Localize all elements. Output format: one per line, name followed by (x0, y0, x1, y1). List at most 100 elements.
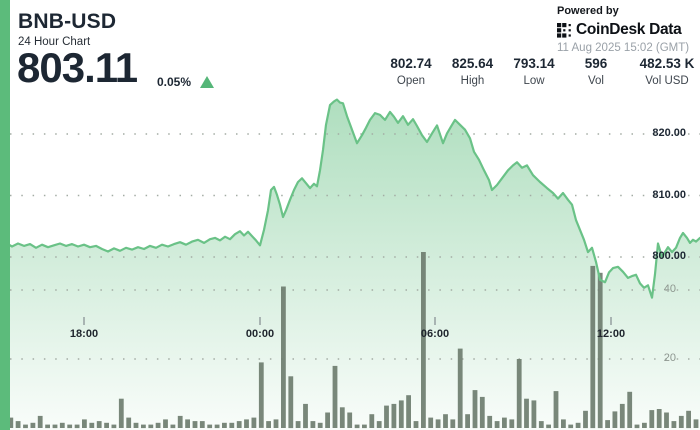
volume-bar (236, 421, 242, 428)
price-change-percent: 0.05% (157, 75, 192, 89)
chart-subtitle: 24 Hour Chart (18, 36, 91, 48)
volume-bar (266, 421, 271, 428)
symbol-title: BNB-USD (18, 10, 117, 33)
volume-bar (568, 424, 574, 429)
volume-bar (281, 286, 286, 428)
volume-bar (575, 422, 581, 428)
volume-bar (332, 365, 338, 428)
stat-vol-usd-label: Vol USD (645, 75, 689, 87)
coindesk-data-wordmark: CoinDesk Data (576, 21, 682, 38)
volume-bar (214, 424, 220, 429)
chart-timestamp: 11 Aug 2025 15:02 (GMT) (557, 42, 690, 54)
volume-bar (118, 398, 124, 428)
volume-bar (516, 359, 522, 428)
volume-bar (251, 417, 257, 428)
volume-bar (52, 424, 58, 429)
volume-bar (244, 419, 249, 428)
volume-bar (538, 421, 544, 428)
volume-bar (693, 419, 699, 428)
volume-bar (531, 400, 537, 428)
volume-bar (185, 419, 190, 428)
volume-bar (126, 417, 132, 428)
volume-bar (479, 396, 485, 428)
volume-bar (553, 391, 559, 428)
volume-bar (141, 424, 146, 429)
volume-bar (487, 415, 493, 428)
volume-bar (494, 421, 500, 428)
volume-bar (111, 424, 117, 429)
stat-open: 802.74 Open (380, 56, 442, 87)
volume-bar (23, 424, 28, 429)
volume-bar (177, 415, 183, 428)
volume-bar (502, 417, 507, 428)
volume-bar (546, 424, 551, 429)
volume-bar (649, 410, 655, 428)
volume-bar (199, 421, 205, 428)
powered-by-block: Powered by CoinDesk Data 11 Aug 2025 15:… (557, 5, 697, 54)
current-price: 803.11 (17, 44, 138, 91)
price-line (0, 98, 700, 299)
volume-bar (384, 405, 389, 428)
volume-bar (163, 419, 168, 428)
volume-bar (465, 414, 470, 428)
price-area-fill (0, 99, 700, 430)
volume-bar (583, 410, 588, 429)
volume-bar (347, 412, 353, 428)
volume-bar (619, 403, 625, 429)
volume-bar (413, 421, 419, 428)
volume-bar (590, 265, 596, 429)
volume-bar (664, 412, 669, 428)
stat-high: 825.64 High (442, 56, 503, 87)
volume-bar (561, 419, 566, 428)
stat-vol-label: Vol (588, 75, 604, 87)
stat-low-label: Low (523, 75, 545, 87)
volume-bar (686, 410, 691, 429)
volume-bar (362, 424, 367, 429)
powered-by-text: Powered by (557, 5, 619, 17)
volume-bar (509, 419, 515, 428)
volume-bar (634, 424, 640, 429)
volume-bar (74, 424, 80, 429)
volume-bar (229, 422, 235, 428)
volume-bar (435, 419, 441, 428)
volume-bar (443, 414, 448, 428)
stat-vol: 596 Vol (565, 56, 627, 87)
volume-bar (222, 422, 227, 428)
volume-bar (678, 415, 684, 428)
volume-bar (339, 407, 345, 428)
volume-bar (369, 414, 375, 428)
stat-vol-value: 596 (584, 56, 608, 71)
coindesk-data-logo[interactable]: CoinDesk Data (557, 21, 697, 39)
volume-bar (37, 415, 43, 428)
volume-bar (450, 419, 456, 428)
volume-bar (15, 421, 21, 428)
volume-bar (398, 400, 404, 428)
coindesk-logo-icon (557, 22, 571, 38)
volume-bar (310, 421, 316, 428)
volume-bar (104, 422, 109, 428)
volume-bar (391, 403, 397, 429)
ohlc-stats-row: 802.74 Open 825.64 High 793.14 Low 596 V… (380, 56, 700, 87)
volume-bar (524, 398, 529, 428)
volume-bar (295, 421, 301, 428)
volume-bar (133, 422, 139, 428)
volume-bar (421, 252, 426, 428)
volume-bar (354, 424, 360, 429)
volume-bar (67, 424, 73, 429)
volume-bar (642, 422, 647, 428)
volume-bar (170, 424, 176, 429)
volume-bar (273, 419, 279, 428)
volume-bar (258, 362, 264, 428)
stat-vol-usd-value: 482.53 K (639, 56, 695, 71)
stat-open-label: Open (396, 75, 426, 87)
volume-bar (45, 424, 50, 429)
volume-bar (671, 421, 677, 428)
volume-bar (303, 403, 308, 429)
stat-high-label: High (460, 75, 485, 87)
stat-low: 793.14 Low (503, 56, 565, 87)
volume-bar (605, 420, 610, 428)
stat-vol-usd: 482.53 K Vol USD (627, 56, 700, 87)
volume-bar (612, 411, 618, 428)
